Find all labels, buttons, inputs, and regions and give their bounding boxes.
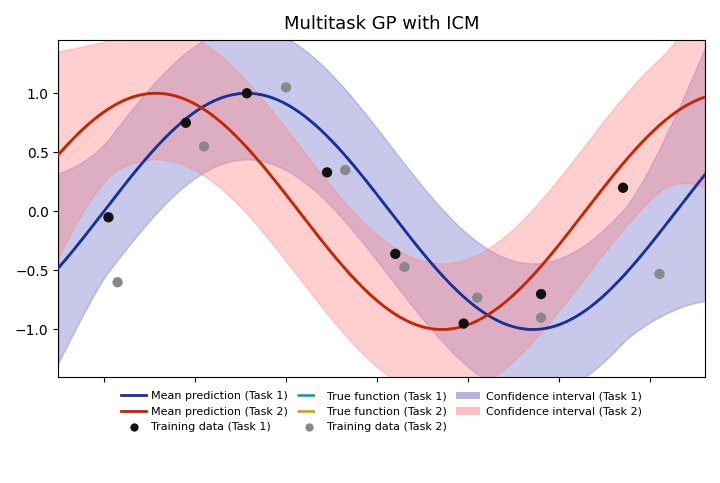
Point: [112, 278, 123, 286]
Point: [340, 166, 351, 174]
Point: [241, 89, 253, 97]
Point: [103, 213, 114, 221]
Point: [535, 314, 546, 322]
Point: [280, 84, 292, 91]
Point: [535, 290, 546, 298]
Point: [458, 320, 469, 327]
Point: [180, 119, 192, 127]
Point: [399, 263, 410, 271]
Point: [472, 294, 483, 301]
Point: [390, 250, 401, 258]
Point: [198, 142, 210, 150]
Point: [321, 169, 333, 176]
Legend: Mean prediction (Task 1), Mean prediction (Task 2), Training data (Task 1), True: Mean prediction (Task 1), Mean predictio…: [117, 387, 647, 437]
Title: Multitask GP with ICM: Multitask GP with ICM: [284, 15, 480, 33]
Point: [617, 184, 629, 192]
Point: [654, 270, 665, 278]
